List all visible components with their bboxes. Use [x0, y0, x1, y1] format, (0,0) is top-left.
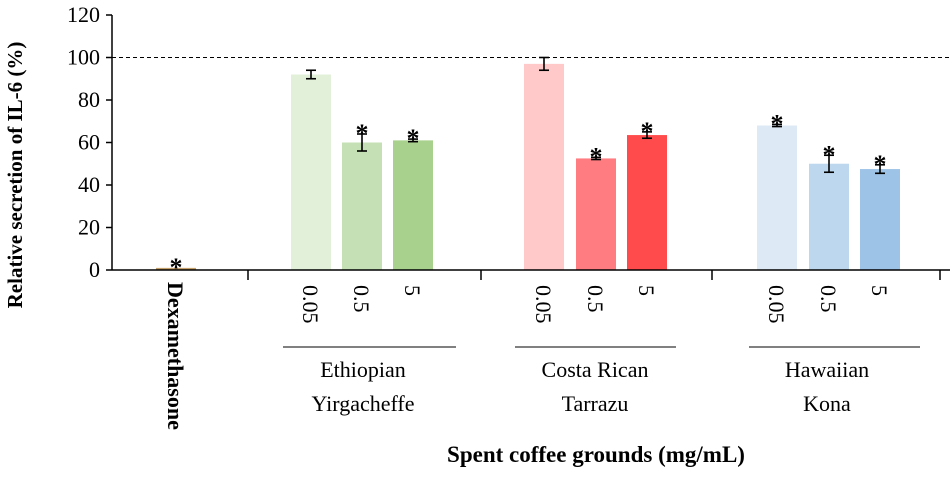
bar-group2-3	[627, 135, 667, 270]
group-name-line2: Kona	[803, 391, 851, 416]
bar-group3-1-significance-marker: *	[771, 109, 784, 138]
bar-group2-1	[524, 63, 564, 270]
bar-group3-3	[860, 169, 900, 270]
y-tick-label: 40	[78, 172, 100, 197]
bar-group2-2-significance-marker: *	[590, 142, 603, 171]
bar-group1-3-significance-marker: *	[407, 124, 420, 153]
x-axis: Dexamethasone 0.05 0.5 5 Ethiopian Yirgacheff…	[112, 269, 950, 430]
bar-group3-3-significance-marker: *	[874, 150, 887, 179]
bar-dexamethasone	[156, 267, 196, 270]
bars: * * * * * * * *	[156, 56, 900, 282]
group-name-line1: Hawaiian	[785, 357, 869, 382]
dose-label: 0.5	[816, 285, 841, 313]
bar-group1-2-significance-marker: *	[356, 119, 369, 148]
y-tick-label: 80	[78, 87, 100, 112]
bar-group3-2-significance-marker: *	[823, 140, 836, 169]
bar-group3-2	[809, 163, 849, 270]
y-tick-label: 20	[78, 215, 100, 240]
group-name-line2: Tarrazu	[562, 391, 629, 416]
y-axis-label: Relative secretion of IL-6 (%)	[3, 42, 27, 309]
dose-label: 0.05	[298, 285, 323, 324]
dose-label: 5	[400, 285, 425, 296]
dose-label: 0.05	[764, 285, 789, 324]
group-name-line1: Ethiopian	[320, 357, 406, 382]
category-label-dexamethasone: Dexamethasone	[163, 282, 188, 430]
dose-label: 0.5	[583, 285, 608, 313]
group-name-line1: Costa Rican	[542, 357, 649, 382]
y-tick-label: 0	[89, 257, 100, 282]
bar-dexamethasone-significance-marker: *	[170, 253, 183, 282]
y-tick-label: 60	[78, 130, 100, 155]
dose-label: 5	[867, 285, 892, 296]
dose-label: 0.05	[531, 285, 556, 324]
bar-group1-3	[393, 140, 433, 270]
bar-group3-1	[757, 125, 797, 270]
dose-label: 0.5	[349, 285, 374, 313]
y-tick-label: 120	[67, 2, 100, 27]
y-tick-label: 100	[67, 45, 100, 70]
bar-group2-3-significance-marker: *	[641, 117, 654, 146]
x-axis-label: Spent coffee grounds (mg/mL)	[447, 442, 745, 467]
bar-group1-1	[291, 74, 331, 270]
bar-group2-2	[576, 158, 616, 270]
bar-group1-2	[342, 142, 382, 270]
y-axis: 0 20 40 60 80 100 120	[67, 2, 113, 282]
group-name-line2: Yirgacheffe	[311, 391, 414, 416]
dose-label: 5	[634, 285, 659, 296]
